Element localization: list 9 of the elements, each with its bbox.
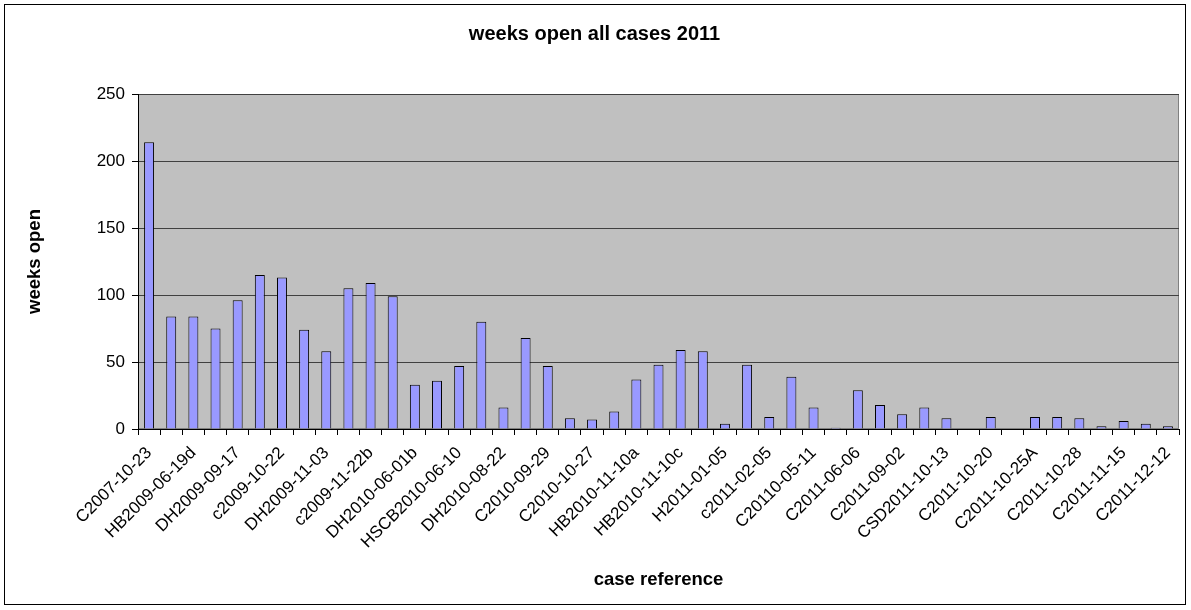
x-axis-title: case reference (593, 568, 724, 590)
y-tick-label: 200 (96, 150, 125, 170)
y-tick-label: 50 (106, 351, 125, 371)
y-tick-label: 0 (115, 418, 125, 438)
y-tick-label: 150 (96, 217, 125, 237)
y-axis-title: weeks open (23, 209, 45, 315)
chart-title: weeks open all cases 2011 (467, 22, 721, 45)
y-tick-label: 250 (96, 83, 125, 103)
y-tick-label: 100 (96, 284, 125, 304)
